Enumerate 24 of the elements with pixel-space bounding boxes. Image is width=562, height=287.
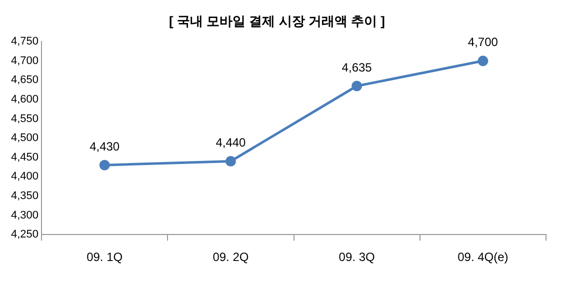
chart-title: [ 국내 모바일 결제 시장 거래액 추이 ] [169,13,385,28]
y-tick-label: 4,700 [10,54,39,67]
x-tick-label: 09. 2Q [212,250,249,264]
y-tick-label: 4,300 [10,209,39,222]
x-tick-label: 09. 1Q [86,250,123,264]
y-tick-label: 4,350 [10,190,39,202]
text: 4,430 [90,139,120,154]
point [99,160,110,170]
y-tick-label: 4,550 [10,112,39,125]
text: 4,635 [342,60,372,74]
text: 4,700 [468,35,498,50]
point [478,56,488,66]
y-tick-label: 4,500 [10,132,39,144]
y-tick-label: 4,600 [10,94,39,106]
point [225,156,236,167]
y-tick-label: 4,250 [10,228,39,241]
y-tick-label: 4,400 [10,170,39,183]
y-tick-label: 4,450 [10,151,39,164]
text: 4,440 [216,136,246,150]
point [352,80,362,92]
x-tick-label: 09. 4Q(e) [458,250,508,264]
y-tick-label: 4,650 [10,74,39,86]
y-tick-label: 4,750 [10,36,39,48]
x-tick-label: 09. 3Q [338,250,375,264]
